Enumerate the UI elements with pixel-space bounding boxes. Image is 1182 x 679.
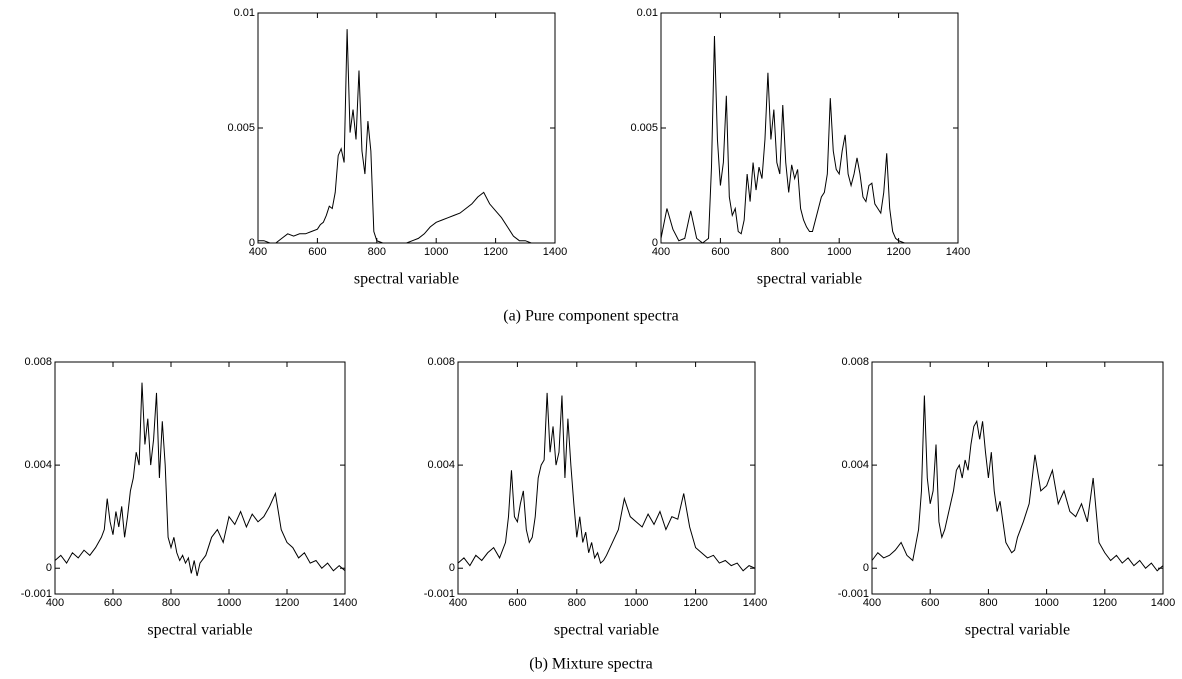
x-tick-label: 400 xyxy=(46,597,64,609)
x-tick-label: 800 xyxy=(162,597,180,609)
x-tick-label: 600 xyxy=(508,597,526,609)
y-tick-label: 0 xyxy=(652,237,658,249)
spectrum-line xyxy=(457,392,756,572)
y-tick-label: -0.001 xyxy=(21,588,52,600)
x-tick-label: 800 xyxy=(368,246,386,258)
y-tick-label: 0 xyxy=(249,237,255,249)
x-axis-label: spectral variable xyxy=(147,622,252,639)
caption: (b) Mixture spectra xyxy=(529,656,653,673)
y-tick-label: 0.005 xyxy=(227,122,255,134)
y-tick-label: -0.001 xyxy=(838,588,869,600)
x-tick-label: 1200 xyxy=(886,246,910,258)
y-tick-label: -0.001 xyxy=(424,588,455,600)
x-tick-label: 1400 xyxy=(946,246,970,258)
axes-box xyxy=(257,12,556,244)
x-tick-label: 800 xyxy=(568,597,586,609)
x-tick-label: 600 xyxy=(921,597,939,609)
x-axis-label: spectral variable xyxy=(965,622,1070,639)
x-tick-label: 400 xyxy=(652,246,670,258)
x-tick-label: 1200 xyxy=(683,597,707,609)
x-tick-label: 1200 xyxy=(483,246,507,258)
x-tick-label: 600 xyxy=(104,597,122,609)
x-tick-label: 800 xyxy=(979,597,997,609)
x-tick-label: 1000 xyxy=(217,597,241,609)
y-tick-label: 0.01 xyxy=(637,7,658,19)
x-tick-label: 1200 xyxy=(275,597,299,609)
x-axis-label: spectral variable xyxy=(757,271,862,288)
x-tick-label: 800 xyxy=(771,246,789,258)
y-tick-label: 0.01 xyxy=(234,7,255,19)
x-axis-label: spectral variable xyxy=(554,622,659,639)
x-tick-label: 600 xyxy=(711,246,729,258)
spectrum-line xyxy=(660,35,958,244)
x-tick-label: 1400 xyxy=(1151,597,1175,609)
y-tick-label: 0.008 xyxy=(427,356,455,368)
spectrum-line xyxy=(54,382,346,577)
caption: (a) Pure component spectra xyxy=(503,308,678,325)
axes-box xyxy=(457,361,756,595)
x-tick-label: 1200 xyxy=(1093,597,1117,609)
x-tick-label: 1000 xyxy=(424,246,448,258)
x-tick-label: 1000 xyxy=(827,246,851,258)
axes-box xyxy=(54,361,346,595)
y-tick-label: 0 xyxy=(863,562,869,574)
x-tick-label: 400 xyxy=(249,246,267,258)
spectrum-line xyxy=(871,395,1164,572)
axes-box xyxy=(871,361,1164,595)
x-axis-label: spectral variable xyxy=(354,271,459,288)
y-tick-label: 0.004 xyxy=(841,459,869,471)
x-tick-label: 1000 xyxy=(624,597,648,609)
y-tick-label: 0 xyxy=(46,562,52,574)
x-tick-label: 400 xyxy=(449,597,467,609)
x-tick-label: 400 xyxy=(863,597,881,609)
axes-box xyxy=(660,12,959,244)
y-tick-label: 0.005 xyxy=(630,122,658,134)
y-tick-label: 0.008 xyxy=(24,356,52,368)
y-tick-label: 0.004 xyxy=(24,459,52,471)
x-tick-label: 1400 xyxy=(543,246,567,258)
x-tick-label: 1400 xyxy=(333,597,357,609)
y-tick-label: 0.008 xyxy=(841,356,869,368)
x-tick-label: 1400 xyxy=(743,597,767,609)
y-tick-label: 0 xyxy=(449,562,455,574)
y-tick-label: 0.004 xyxy=(427,459,455,471)
x-tick-label: 1000 xyxy=(1034,597,1058,609)
spectrum-line xyxy=(258,29,555,244)
x-tick-label: 600 xyxy=(308,246,326,258)
